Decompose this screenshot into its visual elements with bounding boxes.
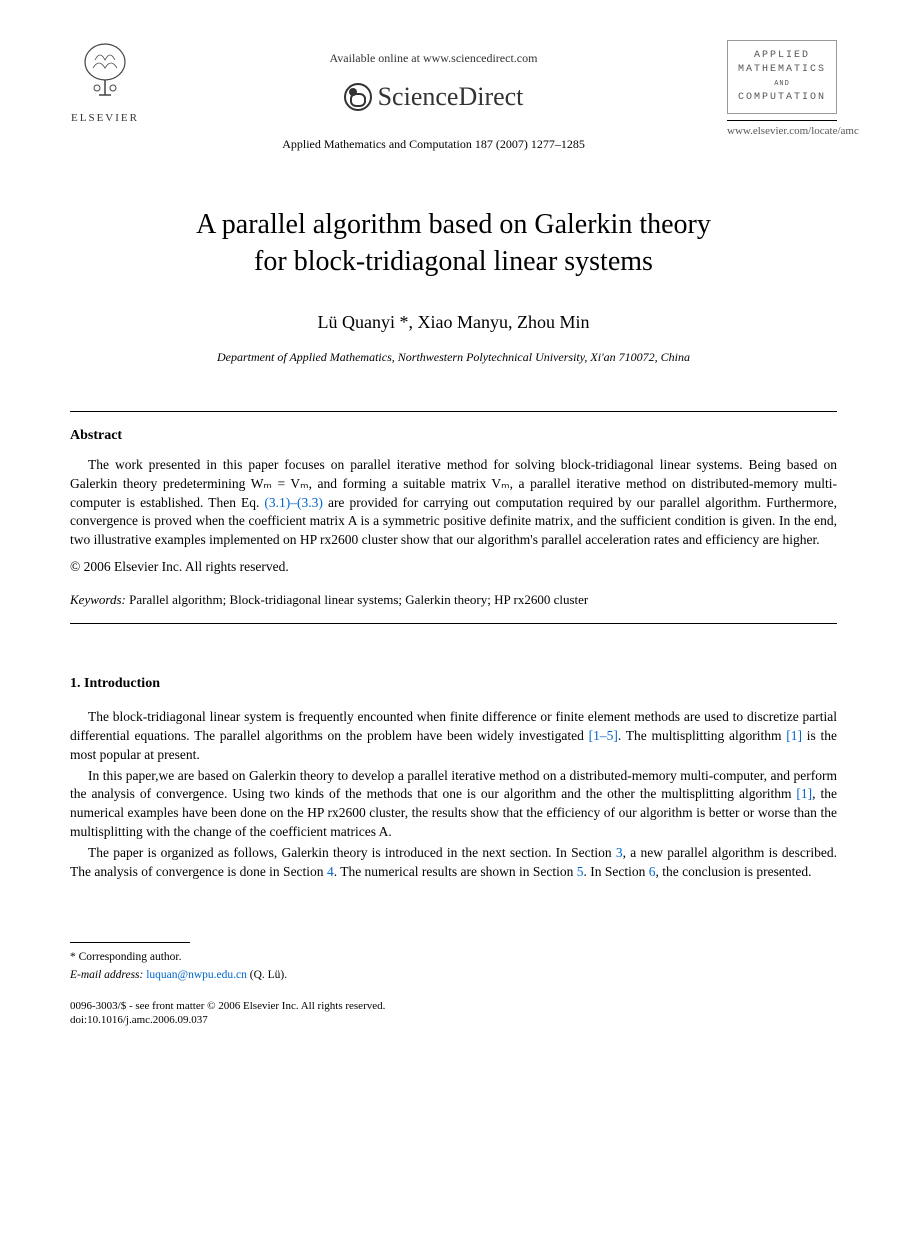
email-label: E-mail address: xyxy=(70,969,143,981)
intro-p1-mid: . The multisplitting algorithm xyxy=(618,728,786,743)
sciencedirect-text: ScienceDirect xyxy=(378,79,524,115)
journal-citation: Applied Mathematics and Computation 187 … xyxy=(140,136,727,153)
journal-url[interactable]: www.elsevier.com/locate/amc xyxy=(727,120,837,138)
intro-p2-cite[interactable]: [1] xyxy=(796,786,812,801)
author-affiliation: Department of Applied Mathematics, North… xyxy=(70,349,837,366)
publisher-logo: ELSEVIER xyxy=(70,40,140,126)
header-center: Available online at www.sciencedirect.co… xyxy=(140,40,727,152)
keywords-line: Keywords: Parallel algorithm; Block-trid… xyxy=(70,591,837,609)
intro-p3-section-link-6[interactable]: 6 xyxy=(649,864,656,879)
footer-publication-info: 0096-3003/$ - see front matter © 2006 El… xyxy=(70,999,837,1028)
cover-line-1: APPLIED xyxy=(754,50,810,61)
abstract-copyright: © 2006 Elsevier Inc. All rights reserved… xyxy=(70,558,837,577)
corresponding-author-note: * Corresponding author. xyxy=(70,949,837,965)
journal-cover-title: APPLIED MATHEMATICS AND COMPUTATION xyxy=(727,40,837,114)
cover-line-3: AND xyxy=(774,80,790,88)
intro-p1-cite-2[interactable]: [1] xyxy=(786,728,802,743)
intro-p3-section-link-3[interactable]: 3 xyxy=(616,845,623,860)
rule-above-abstract xyxy=(70,411,837,412)
intro-p1-cite-1[interactable]: [1–5] xyxy=(589,728,618,743)
abstract-body: The work presented in this paper focuses… xyxy=(70,456,837,550)
cover-line-2: MATHEMATICS xyxy=(738,64,826,75)
journal-cover-box: APPLIED MATHEMATICS AND COMPUTATION www.… xyxy=(727,40,837,138)
intro-p3-mid2: . The numerical results are shown in Sec… xyxy=(334,864,577,879)
author-list: Lü Quanyi *, Xiao Manyu, Zhou Min xyxy=(70,310,837,335)
abstract-heading: Abstract xyxy=(70,426,837,446)
sciencedirect-icon xyxy=(344,83,372,111)
intro-p3-mid3: . In Section xyxy=(584,864,649,879)
title-line-1: A parallel algorithm based on Galerkin t… xyxy=(70,207,837,243)
section-heading-introduction: 1. Introduction xyxy=(70,674,837,694)
intro-p3-pre: The paper is organized as follows, Galer… xyxy=(88,845,616,860)
intro-paragraph-1: The block-tridiagonal linear system is f… xyxy=(70,708,837,765)
email-suffix: (Q. Lü). xyxy=(247,969,287,981)
title-line-2: for block-tridiagonal linear systems xyxy=(70,244,837,280)
abstract-eq-link[interactable]: (3.1)–(3.3) xyxy=(264,495,322,510)
publisher-name: ELSEVIER xyxy=(70,111,140,126)
intro-paragraph-3: The paper is organized as follows, Galer… xyxy=(70,844,837,882)
footnote-rule xyxy=(70,942,190,943)
issn-copyright-line: 0096-3003/$ - see front matter © 2006 El… xyxy=(70,999,837,1013)
keywords-text: Parallel algorithm; Block-tridiagonal li… xyxy=(126,592,588,607)
available-online-text: Available online at www.sciencedirect.co… xyxy=(140,50,727,67)
keywords-label: Keywords: xyxy=(70,592,126,607)
intro-p3-post: , the conclusion is presented. xyxy=(656,864,812,879)
intro-p3-section-link-5[interactable]: 5 xyxy=(577,864,584,879)
intro-p3-section-link-4[interactable]: 4 xyxy=(327,864,334,879)
intro-p2-pre: In this paper,we are based on Galerkin t… xyxy=(70,768,837,802)
elsevier-tree-icon xyxy=(75,40,135,100)
page-header: ELSEVIER Available online at www.science… xyxy=(70,40,837,152)
author-email-link[interactable]: luquan@nwpu.edu.cn xyxy=(143,969,247,981)
intro-paragraph-2: In this paper,we are based on Galerkin t… xyxy=(70,767,837,843)
rule-below-keywords xyxy=(70,623,837,624)
article-title: A parallel algorithm based on Galerkin t… xyxy=(70,207,837,280)
sciencedirect-logo: ScienceDirect xyxy=(344,79,524,115)
doi-line: doi:10.1016/j.amc.2006.09.037 xyxy=(70,1013,837,1027)
email-footnote: E-mail address: luquan@nwpu.edu.cn (Q. L… xyxy=(70,967,837,983)
cover-line-4: COMPUTATION xyxy=(738,92,826,103)
